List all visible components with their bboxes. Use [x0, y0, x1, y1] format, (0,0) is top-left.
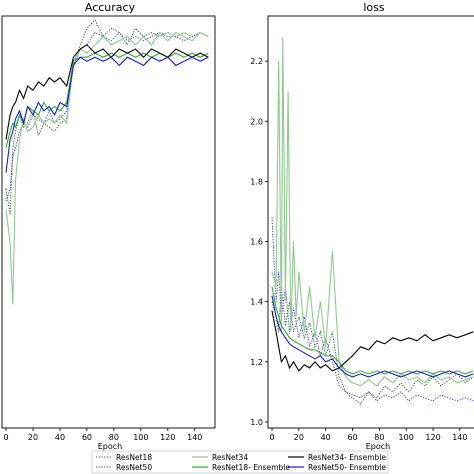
accuracy-x-tick-label: 140 [187, 433, 202, 442]
accuracy-series-resnet18-ensemble [5, 52, 209, 148]
loss-plot-area [271, 37, 474, 405]
loss-chart: loss 0 20 40 60 80 100 120 140 1.0 1.2 1.4 1.6 1.8 2… [250, 1, 474, 451]
loss-x-ticks: 0 20 40 60 80 100 120 140 [269, 428, 468, 442]
accuracy-x-tick-label: 20 [28, 433, 38, 442]
loss-y-tick-label: 2.0 [250, 117, 263, 126]
loss-y-tick-label: 2.2 [250, 57, 263, 66]
legend-label-resnet50: ResNet50 [116, 463, 152, 472]
loss-x-tick-label: 60 [347, 433, 357, 442]
legend-label-resnet34-ensemble: ResNet34- Ensemble [308, 453, 386, 462]
accuracy-x-label: Epoch [98, 442, 123, 451]
loss-x-tick-label: 140 [452, 433, 467, 442]
accuracy-axes-frame [1, 15, 216, 429]
loss-axes-frame [267, 15, 474, 429]
loss-series-resnet50-ensemble [271, 295, 474, 378]
legend-label-resnet50-ensemble: ResNet50- Ensemble [308, 463, 386, 472]
loss-series-resnet50 [271, 217, 474, 402]
accuracy-series-resnet50-ensemble [5, 56, 209, 173]
loss-x-tick-label: 0 [269, 433, 274, 442]
legend-label-resnet18-ensemble: ResNet18- Ensemble [212, 463, 290, 472]
loss-x-tick-label: 100 [399, 433, 414, 442]
accuracy-series-resnet34-ensemble [5, 44, 209, 140]
legend-label-resnet18: ResNet18 [116, 453, 152, 462]
loss-x-tick-label: 20 [294, 433, 304, 442]
loss-y-tick-label: 1.8 [250, 177, 263, 186]
loss-title: loss [363, 1, 385, 14]
loss-series-resnet34 [271, 37, 474, 387]
accuracy-title: Accuracy [85, 1, 136, 14]
loss-y-tick-label: 1.0 [250, 418, 263, 427]
accuracy-x-tick-label: 120 [160, 433, 175, 442]
loss-x-tick-label: 40 [321, 433, 331, 442]
accuracy-chart: Accuracy 0 20 40 60 80 100 120 140 Epoch [1, 1, 216, 451]
accuracy-x-tick-label: 60 [82, 433, 92, 442]
legend-frame [91, 450, 389, 474]
accuracy-series-resnet34 [5, 31, 209, 305]
loss-x-tick-label: 80 [374, 433, 384, 442]
accuracy-x-tick-label: 0 [3, 433, 8, 442]
accuracy-plot-area [5, 19, 209, 305]
accuracy-series-resnet50 [5, 31, 209, 202]
accuracy-series-resnet18 [5, 19, 209, 214]
accuracy-x-ticks: 0 20 40 60 80 100 120 140 [3, 428, 202, 442]
loss-y-tick-label: 1.6 [250, 238, 263, 247]
accuracy-x-tick-label: 100 [133, 433, 148, 442]
loss-series-resnet18-ensemble [271, 286, 474, 375]
loss-x-label: Epoch [366, 442, 391, 451]
loss-y-tick-label: 1.4 [250, 298, 263, 307]
loss-y-tick-label: 1.2 [250, 358, 263, 367]
accuracy-x-tick-label: 40 [55, 433, 65, 442]
loss-x-tick-label: 120 [425, 433, 440, 442]
loss-series-resnet18 [271, 286, 474, 405]
loss-series-resnet34-ensemble [271, 310, 474, 372]
legend-label-resnet34: ResNet34 [212, 453, 248, 462]
loss-y-ticks: 1.0 1.2 1.4 1.6 1.8 2.0 2.2 [250, 57, 268, 427]
accuracy-x-tick-label: 80 [109, 433, 119, 442]
